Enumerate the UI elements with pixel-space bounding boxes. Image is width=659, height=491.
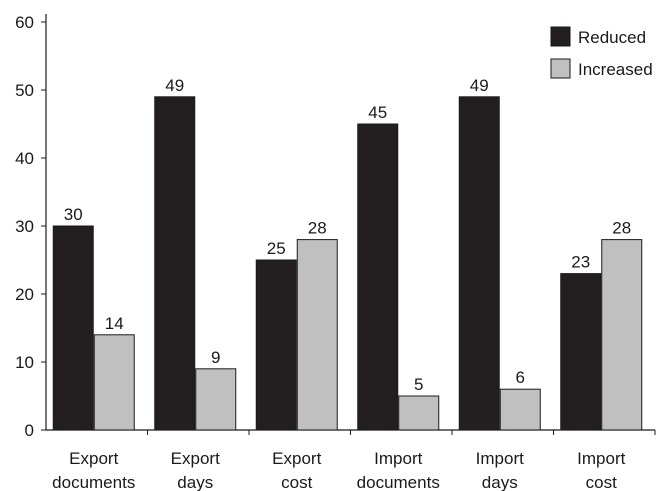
data-label: 25	[267, 239, 286, 258]
legend-label-reduced: Reduced	[578, 28, 646, 47]
legend: Reduced Increased	[550, 26, 653, 79]
x-tick-label: documents	[357, 473, 440, 491]
data-label: 28	[612, 219, 631, 238]
y-tick-label: 20	[15, 285, 34, 304]
x-tick-label: Export	[272, 449, 321, 468]
x-tick-label: cost	[586, 473, 617, 491]
legend-swatch-reduced	[550, 26, 571, 47]
legend-swatch-increased	[550, 58, 571, 79]
x-tick-label: Import	[577, 449, 625, 468]
axes: 0 10 20 30 40 50 60 Export documents Export days Ex…	[15, 13, 656, 491]
x-tick-label: Import	[476, 449, 524, 468]
bar-increased	[601, 239, 643, 431]
data-label: 49	[165, 76, 184, 95]
bar-increased	[195, 368, 237, 431]
bar-increased	[398, 395, 440, 431]
x-tick-label: documents	[52, 473, 135, 491]
y-tick-label: 50	[15, 81, 34, 100]
x-tick-label: Import	[374, 449, 422, 468]
data-label: 23	[571, 253, 590, 272]
y-tick-label: 30	[15, 217, 34, 236]
y-tick-label: 10	[15, 353, 34, 372]
bar-increased	[499, 388, 541, 431]
bar-reduced	[154, 96, 196, 431]
data-label: 9	[211, 348, 220, 367]
x-tick-label: Export	[69, 449, 118, 468]
bars: 30 14 49 9 25 28 45 5 49 6 23 28	[52, 76, 643, 431]
data-label: 49	[470, 76, 489, 95]
x-tick-label: cost	[281, 473, 312, 491]
data-label: 14	[105, 314, 124, 333]
legend-label-increased: Increased	[578, 60, 653, 79]
y-tick-label: 40	[15, 149, 34, 168]
bar-increased	[93, 334, 135, 431]
data-label: 6	[516, 368, 525, 387]
y-tick-label: 60	[15, 13, 34, 32]
data-label: 28	[308, 219, 327, 238]
bar-increased	[296, 239, 338, 431]
bar-reduced	[52, 225, 94, 431]
data-label: 45	[368, 103, 387, 122]
bar-reduced	[255, 259, 297, 431]
data-label: 30	[64, 205, 83, 224]
x-tick-label: days	[482, 473, 518, 491]
bar-reduced	[357, 123, 399, 431]
bar-reduced	[560, 273, 602, 431]
data-label: 5	[414, 375, 423, 394]
y-tick-label: 0	[25, 421, 34, 440]
x-tick-label: days	[177, 473, 213, 491]
x-tick-label: Export	[171, 449, 220, 468]
bar-reduced	[458, 96, 500, 431]
